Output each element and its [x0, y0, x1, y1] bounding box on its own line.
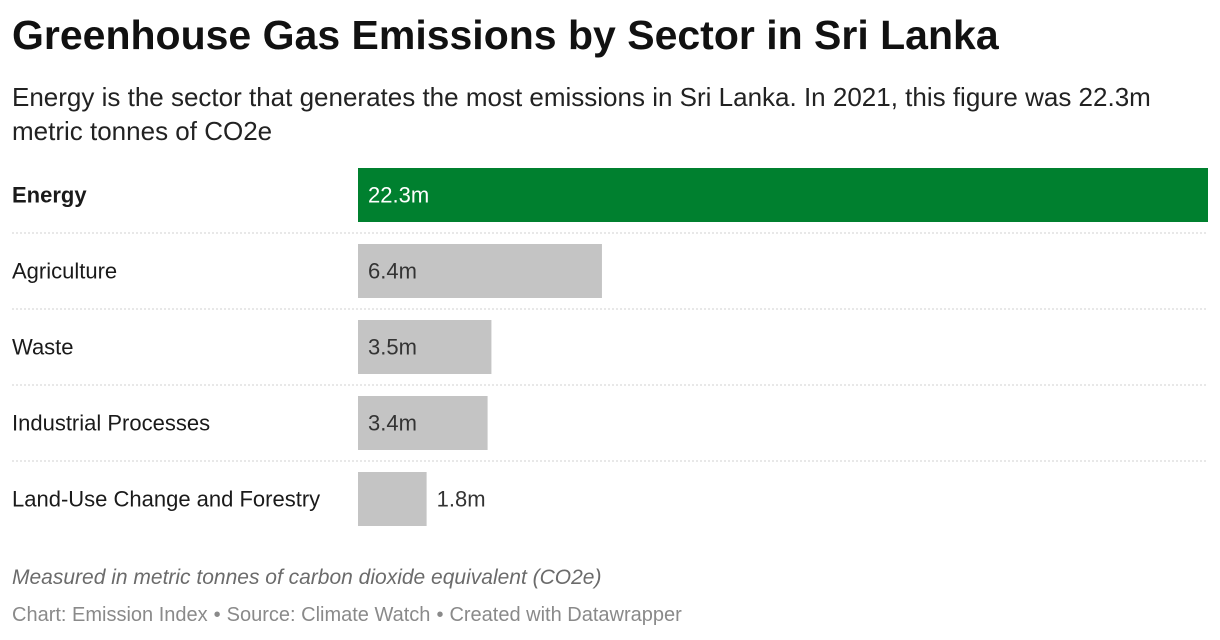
category-label: Agriculture	[12, 259, 117, 284]
datawrapper-link[interactable]: Created with Datawrapper	[449, 604, 682, 626]
value-label: 22.3m	[368, 183, 429, 208]
bar[interactable]	[358, 472, 427, 526]
chart-title: Greenhouse Gas Emissions by Sector in Sr…	[12, 12, 999, 58]
value-label: 6.4m	[368, 259, 417, 284]
category-label: Energy	[12, 183, 87, 208]
category-label: Land-Use Change and Forestry	[12, 487, 320, 512]
bar-chart: Energy 22.3m Agriculture 6.4m Waste 3.5m Indus…	[12, 168, 1208, 526]
chart-notes: Measured in metric tonnes of carbon diox…	[12, 566, 602, 589]
footer-separator: •	[213, 604, 221, 626]
value-label: 3.4m	[368, 411, 417, 436]
source-link[interactable]: Source: Climate Watch	[226, 604, 431, 626]
category-label: Industrial Processes	[12, 411, 210, 436]
bar[interactable]	[358, 168, 1208, 222]
bar[interactable]	[358, 244, 602, 298]
footer-separator: •	[436, 604, 444, 626]
value-label: 3.5m	[368, 335, 417, 360]
chart-footer: Chart: Emission Index • Source: Climate Wa…	[12, 604, 682, 627]
value-label: 1.8m	[437, 487, 486, 512]
chart-subtitle: Energy is the sector that generates the …	[12, 82, 1151, 146]
category-label: Waste	[12, 335, 74, 360]
chart-credit: Chart: Emission Index	[12, 604, 208, 626]
bar[interactable]	[358, 320, 492, 374]
bar[interactable]	[358, 396, 488, 450]
